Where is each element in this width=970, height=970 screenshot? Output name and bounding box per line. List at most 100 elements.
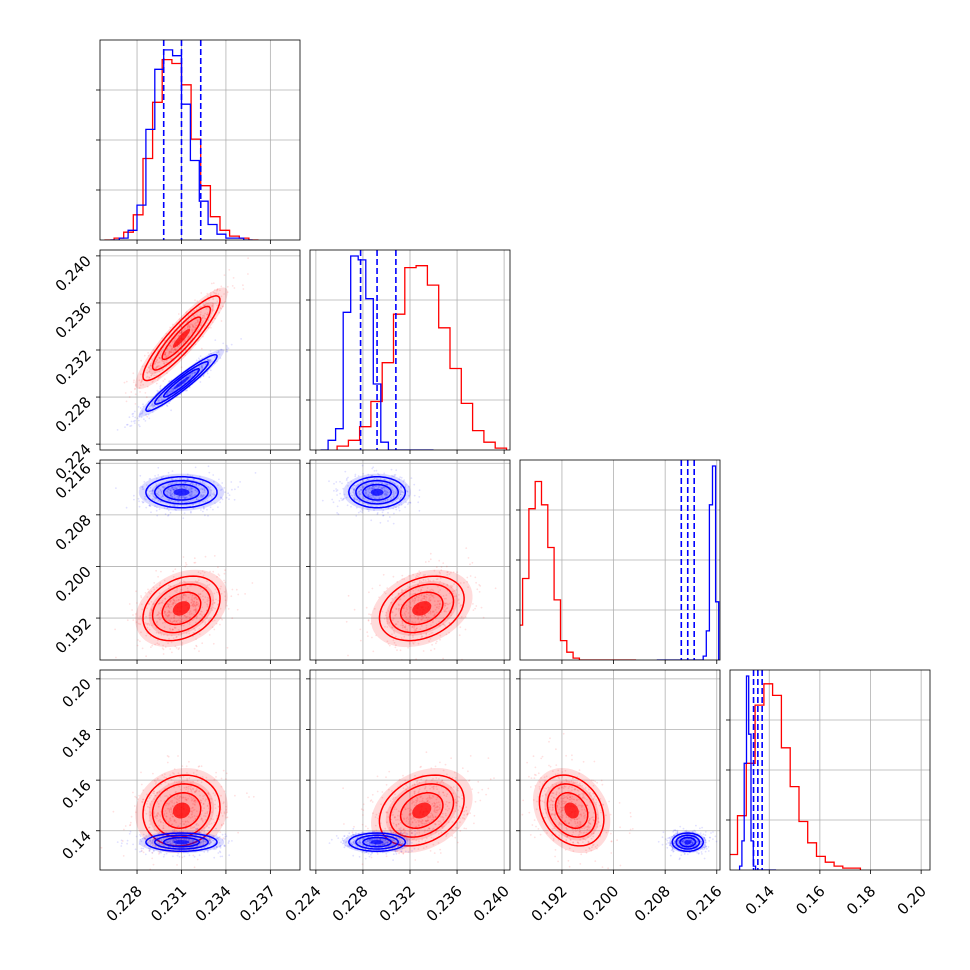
sample-point	[181, 797, 184, 799]
sample-point	[407, 612, 410, 614]
sample-point	[371, 486, 373, 489]
sample-point	[234, 488, 236, 491]
sample-point	[132, 614, 134, 616]
sample-point	[214, 799, 217, 802]
sample-point	[369, 495, 372, 498]
sample-point	[153, 374, 155, 377]
sample-point	[186, 389, 188, 392]
sample-point	[195, 644, 197, 647]
sample-point	[148, 826, 150, 829]
sample-point	[191, 619, 194, 622]
sample-point	[399, 486, 402, 488]
sample-point	[345, 479, 348, 481]
sample-point	[347, 485, 349, 487]
sample-point	[181, 618, 183, 621]
sample-point	[185, 599, 188, 602]
sample-point	[220, 777, 223, 780]
sample-point	[171, 486, 173, 489]
sample-point	[380, 501, 382, 503]
sample-point	[188, 816, 190, 818]
sample-point	[433, 648, 436, 650]
sample-point	[184, 593, 187, 596]
sample-point	[411, 626, 414, 628]
sample-point	[156, 801, 159, 803]
sample-point	[225, 778, 227, 780]
sample-point	[184, 481, 187, 484]
sample-point	[403, 479, 406, 482]
sample-point	[176, 505, 179, 508]
sample-point	[422, 616, 425, 619]
sample-point	[158, 592, 161, 594]
sample-point	[442, 562, 445, 564]
sample-point	[164, 611, 167, 614]
sample-point	[371, 467, 374, 470]
sample-point	[159, 385, 162, 388]
sample-point	[170, 409, 172, 412]
sample-point	[417, 599, 420, 602]
sample-point	[228, 840, 230, 843]
sample-point	[161, 399, 163, 402]
sample-point	[171, 388, 174, 390]
sample-point	[158, 356, 161, 359]
sample-point	[223, 811, 226, 814]
sample-point	[195, 823, 198, 826]
sample-point	[193, 310, 195, 312]
sample-point	[418, 489, 421, 491]
sample-point	[402, 480, 405, 483]
sample-point	[213, 601, 216, 604]
sample-point	[163, 362, 165, 365]
sample-point	[210, 316, 212, 318]
sample-point	[192, 603, 195, 605]
sample-point	[183, 496, 186, 499]
sample-point	[161, 359, 163, 362]
sample-point	[378, 497, 380, 500]
sample-point	[190, 790, 193, 792]
sample-point	[240, 338, 243, 340]
sample-point	[195, 616, 198, 619]
sample-point	[204, 623, 207, 625]
sample-point	[190, 490, 193, 493]
sample-point	[167, 605, 170, 608]
sample-point	[148, 849, 151, 852]
sample-point	[211, 310, 214, 312]
sample-point	[203, 507, 205, 509]
sample-point	[171, 390, 173, 393]
sample-point	[179, 621, 181, 624]
sample-point	[198, 628, 201, 630]
sample-point	[158, 361, 161, 364]
sample-point	[200, 781, 203, 784]
sample-point	[186, 327, 189, 330]
sample-point	[154, 643, 156, 646]
sample-point	[139, 413, 141, 416]
sample-point	[431, 631, 434, 634]
sample-point	[212, 642, 215, 645]
sample-point	[167, 584, 170, 587]
sample-point	[382, 486, 385, 489]
sample-point	[201, 317, 203, 319]
sample-point	[383, 481, 386, 484]
sample-point	[160, 398, 163, 400]
sample-point	[222, 837, 225, 840]
sample-point	[414, 629, 417, 631]
sample-point	[404, 506, 406, 509]
sample-point	[445, 594, 448, 596]
sample-point	[172, 351, 175, 353]
sample-point	[157, 493, 159, 496]
sample-point	[139, 474, 142, 477]
sample-point	[183, 581, 186, 583]
sample-point	[185, 798, 188, 801]
sample-point	[395, 607, 398, 610]
sample-point	[133, 379, 135, 382]
sample-point	[223, 274, 226, 276]
sample-point	[210, 822, 213, 825]
sample-point	[203, 807, 205, 809]
sample-point	[204, 312, 206, 315]
sample-point	[139, 640, 141, 643]
sample-point	[136, 602, 138, 604]
sample-point	[162, 821, 165, 824]
sample-point	[374, 497, 377, 500]
sample-point	[144, 592, 147, 594]
sample-point	[205, 302, 208, 305]
sample-point	[190, 492, 193, 494]
sample-point	[161, 774, 164, 777]
